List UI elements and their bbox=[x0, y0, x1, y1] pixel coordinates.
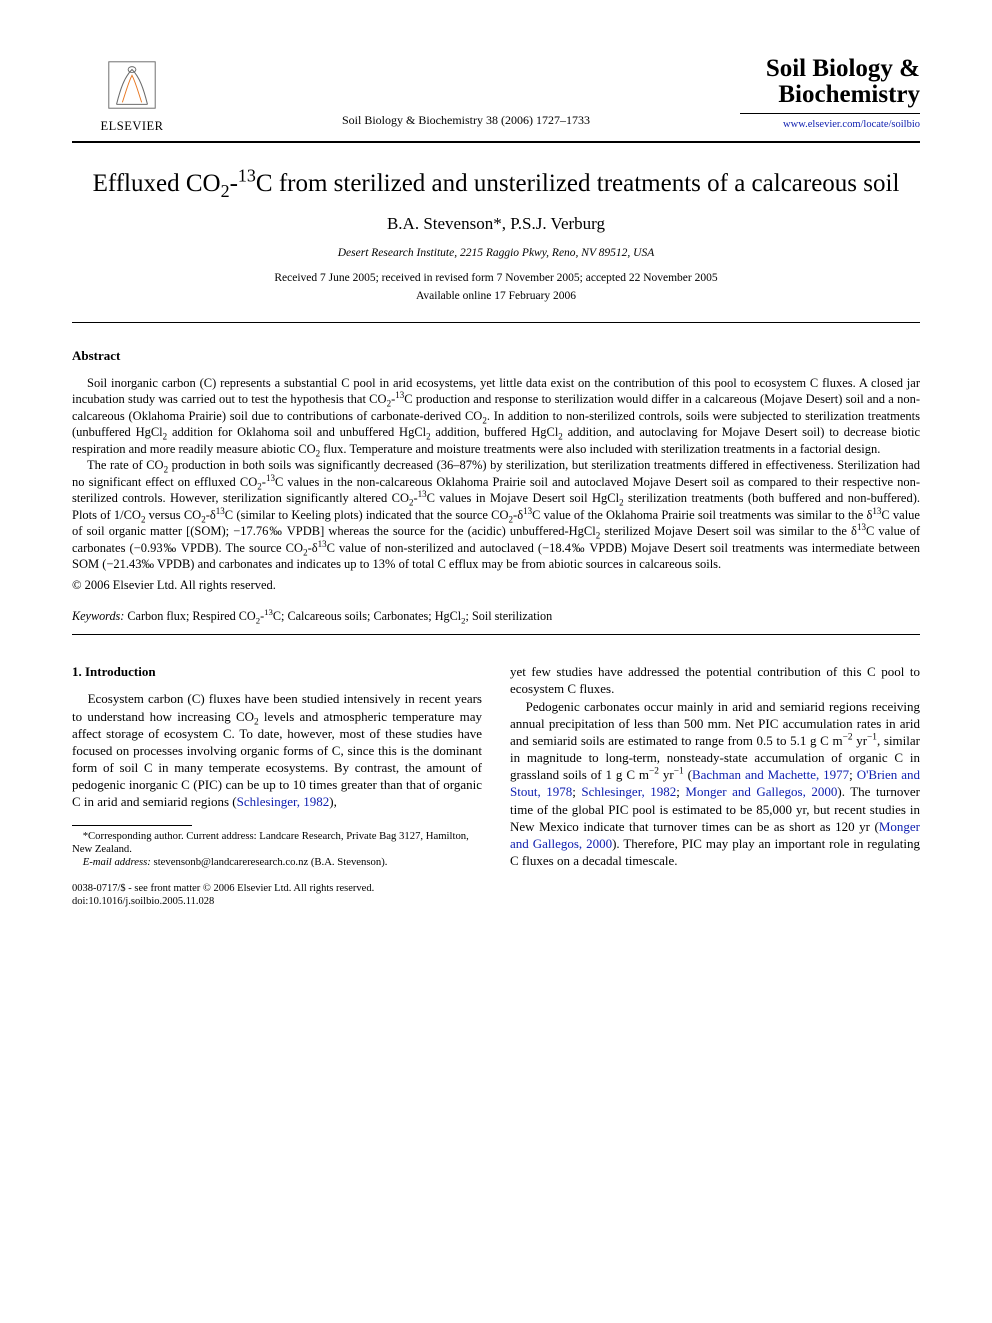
corresponding-author-footnote: *Corresponding author. Current address: … bbox=[72, 830, 482, 857]
intro-continuation: yet few studies have addressed the poten… bbox=[510, 663, 920, 697]
running-head: Soil Biology & Biochemistry 38 (2006) 17… bbox=[192, 56, 740, 128]
issn-line: 0038-0717/$ - see front matter © 2006 El… bbox=[72, 882, 920, 896]
intro-para-1: Ecosystem carbon (C) fluxes have been st… bbox=[72, 690, 482, 810]
body-columns: 1. Introduction Ecosystem carbon (C) flu… bbox=[72, 663, 920, 869]
journal-name-line1: Soil Biology & bbox=[766, 55, 920, 82]
publisher-name: ELSEVIER bbox=[72, 118, 192, 135]
section-title: Introduction bbox=[85, 664, 156, 679]
email-address[interactable]: stevensonb@landcareresearch.co.nz bbox=[154, 856, 309, 868]
abstract-block: Abstract Soil inorganic carbon (C) repre… bbox=[72, 347, 920, 593]
section-heading: 1. Introduction bbox=[72, 663, 482, 680]
keywords-label: Keywords: bbox=[72, 609, 124, 623]
post-keywords-rule bbox=[72, 634, 920, 635]
article-title: Effluxed CO2-13C from sterilized and uns… bbox=[72, 169, 920, 199]
email-footnote: E-mail address: stevensonb@landcareresea… bbox=[72, 856, 482, 869]
footnote-rule bbox=[72, 825, 192, 826]
journal-rule bbox=[740, 113, 920, 114]
article-dates-1: Received 7 June 2005; received in revise… bbox=[72, 271, 920, 287]
abstract-para-1: Soil inorganic carbon (C) represents a s… bbox=[72, 375, 920, 458]
column-left: 1. Introduction Ecosystem carbon (C) flu… bbox=[72, 663, 482, 869]
article-authors: B.A. Stevenson*, P.S.J. Verburg bbox=[72, 213, 920, 236]
section-number: 1. bbox=[72, 664, 82, 679]
doi-line: doi:10.1016/j.soilbio.2005.11.028 bbox=[72, 895, 920, 909]
journal-url[interactable]: www.elsevier.com/locate/soilbio bbox=[740, 118, 920, 132]
keywords-list: Carbon flux; Respired CO2-13C; Calcareou… bbox=[127, 609, 552, 623]
email-attribution: (B.A. Stevenson). bbox=[311, 856, 388, 868]
article-dates-2: Available online 17 February 2006 bbox=[72, 289, 920, 305]
article-affiliation: Desert Research Institute, 2215 Raggio P… bbox=[72, 246, 920, 262]
journal-name-line2: Biochemistry bbox=[778, 81, 920, 108]
abstract-para-2: The rate of CO2 production in both soils… bbox=[72, 457, 920, 573]
intro-para-2: Pedogenic carbonates occur mainly in ari… bbox=[510, 698, 920, 870]
publisher-block: ELSEVIER bbox=[72, 56, 192, 135]
column-right: yet few studies have addressed the poten… bbox=[510, 663, 920, 869]
abstract-heading: Abstract bbox=[72, 347, 920, 365]
email-label: E-mail address: bbox=[83, 856, 151, 868]
header-rule-top bbox=[72, 141, 920, 143]
journal-block: Soil Biology & Biochemistry www.elsevier… bbox=[740, 56, 920, 132]
keywords-line: Keywords: Carbon flux; Respired CO2-13C;… bbox=[72, 608, 920, 624]
page-header: ELSEVIER Soil Biology & Biochemistry 38 … bbox=[72, 56, 920, 135]
footer-meta: 0038-0717/$ - see front matter © 2006 El… bbox=[72, 882, 920, 909]
pre-abstract-rule bbox=[72, 322, 920, 323]
elsevier-logo-icon bbox=[103, 56, 161, 114]
journal-name: Soil Biology & Biochemistry bbox=[740, 56, 920, 109]
abstract-copyright: © 2006 Elsevier Ltd. All rights reserved… bbox=[72, 577, 920, 594]
